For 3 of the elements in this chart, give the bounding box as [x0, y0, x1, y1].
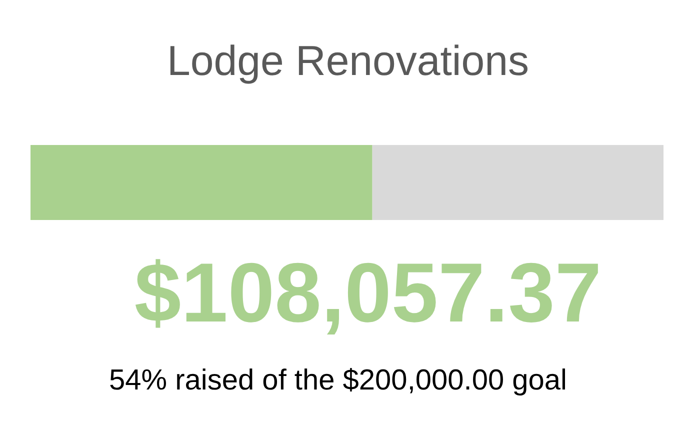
text: $108,057.37	[134, 246, 602, 340]
text: 54% raised of the $200,000.00 goal	[109, 364, 567, 396]
chart-title: Lodge Renovations	[167, 37, 529, 84]
